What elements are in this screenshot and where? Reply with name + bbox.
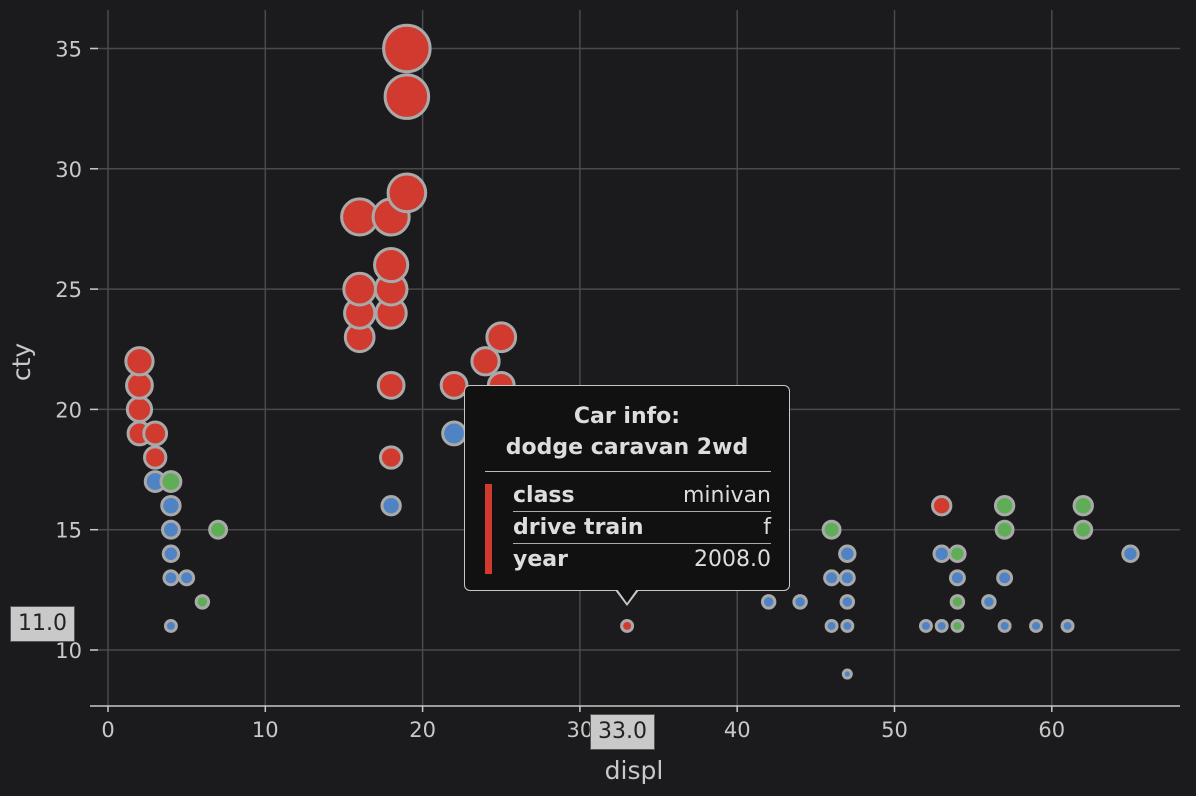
data-point[interactable]	[376, 370, 406, 400]
y-tick-label: 35	[55, 38, 82, 62]
tooltip-arrow-inner	[617, 589, 637, 603]
data-point[interactable]	[383, 73, 431, 120]
data-point[interactable]	[821, 519, 842, 540]
tooltip-key: drive train	[513, 515, 644, 540]
axes: 0 10 20 30 40 50 60 10 15 20 25 30 35	[55, 38, 1180, 742]
data-point[interactable]	[948, 544, 967, 563]
x-tick-label: 50	[881, 718, 908, 742]
data-point[interactable]	[470, 346, 501, 377]
data-point[interactable]	[160, 519, 181, 540]
tooltip-key: year	[513, 547, 568, 572]
x-tick-label: 10	[252, 718, 279, 742]
data-point[interactable]	[839, 594, 856, 610]
data-point[interactable]	[841, 668, 853, 680]
data-point[interactable]	[934, 618, 949, 633]
data-point[interactable]	[162, 569, 180, 587]
tooltip: Car info: dodge caravan 2wd class miniva…	[464, 385, 790, 606]
tooltip-row-year: year 2008.0	[513, 544, 771, 575]
tooltip-separator	[485, 471, 771, 472]
data-points	[124, 23, 1140, 680]
data-point[interactable]	[996, 569, 1014, 587]
data-point[interactable]	[1060, 618, 1075, 633]
tooltip-rows: class minivan drive train f year 2008.0	[485, 480, 771, 575]
data-point[interactable]	[932, 544, 951, 563]
data-point[interactable]	[993, 494, 1016, 517]
data-point[interactable]	[838, 544, 857, 563]
data-point[interactable]	[125, 395, 154, 424]
x-axis-title: displ	[605, 756, 664, 785]
tooltip-row-class: class minivan	[513, 480, 771, 512]
data-point[interactable]	[194, 594, 211, 610]
tooltip-color-bar	[485, 484, 492, 574]
x-tick-label: 20	[409, 718, 436, 742]
data-point[interactable]	[386, 172, 428, 214]
data-point[interactable]	[994, 519, 1015, 540]
tooltip-title-line2: dodge caravan 2wd	[505, 435, 749, 460]
crosshair-y-label: 11.0	[10, 606, 75, 642]
data-point[interactable]	[159, 470, 183, 493]
data-point[interactable]	[441, 420, 467, 447]
data-point[interactable]	[1121, 544, 1140, 563]
data-point[interactable]	[948, 569, 966, 587]
tooltip-value: f	[763, 515, 771, 540]
data-point[interactable]	[838, 569, 856, 587]
data-point[interactable]	[760, 594, 777, 610]
data-point[interactable]	[378, 445, 404, 470]
data-point[interactable]	[1073, 519, 1094, 540]
tooltip-value: 2008.0	[694, 547, 771, 572]
crosshair-x-label: 33.0	[590, 714, 655, 750]
data-point[interactable]	[792, 594, 808, 610]
data-point[interactable]	[1029, 618, 1044, 633]
y-tick-label: 15	[55, 519, 82, 543]
tooltip-value: minivan	[682, 483, 771, 508]
data-point[interactable]	[485, 321, 518, 354]
tooltip-title: Car info: dodge caravan 2wd	[465, 401, 789, 463]
x-tick-label: 30	[567, 718, 594, 742]
data-point[interactable]	[160, 494, 182, 517]
data-point[interactable]	[824, 618, 839, 633]
data-point[interactable]	[373, 246, 410, 284]
data-point[interactable]	[950, 618, 965, 633]
data-point[interactable]	[342, 271, 378, 307]
tooltip-row-drive-train: drive train f	[513, 512, 771, 544]
y-tick-label: 20	[55, 398, 82, 422]
data-point[interactable]	[143, 445, 168, 470]
data-point[interactable]	[208, 519, 229, 540]
data-point[interactable]	[380, 494, 402, 517]
data-point[interactable]	[163, 618, 178, 633]
data-point[interactable]	[1072, 494, 1094, 517]
data-point[interactable]	[918, 618, 933, 633]
y-axis-title: cty	[7, 343, 36, 382]
x-tick-label: 0	[101, 718, 114, 742]
x-tick-label: 60	[1038, 718, 1065, 742]
data-point[interactable]	[931, 494, 953, 517]
y-tick-label: 25	[55, 278, 82, 302]
y-tick-label: 30	[55, 158, 82, 182]
data-point[interactable]	[382, 23, 432, 74]
data-point[interactable]	[840, 618, 855, 633]
y-tick-label: 10	[55, 639, 82, 663]
data-point[interactable]	[124, 346, 155, 377]
tooltip-key: class	[513, 483, 575, 508]
data-point[interactable]	[949, 594, 966, 610]
data-point[interactable]	[620, 618, 635, 633]
data-point[interactable]	[178, 569, 196, 587]
data-point[interactable]	[142, 420, 169, 447]
data-point[interactable]	[981, 594, 997, 610]
tooltip-title-line1: Car info:	[573, 404, 681, 429]
x-tick-label: 40	[724, 718, 751, 742]
data-point[interactable]	[161, 544, 181, 563]
data-point[interactable]	[997, 618, 1012, 633]
data-point[interactable]	[823, 569, 841, 587]
